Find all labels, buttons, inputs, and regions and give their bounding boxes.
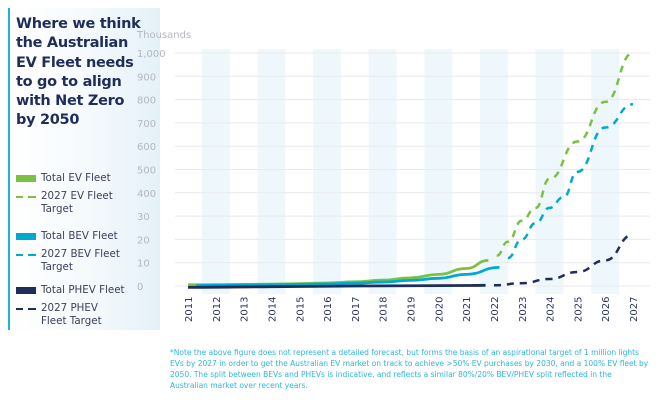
legend-dash-swatch [16,308,36,310]
legend-label: Total BEV Fleet [41,230,118,242]
x-tick-label: 2022 [490,297,501,322]
y-tick-label: 400 [137,189,156,200]
series-line-2027-ev-fleet-target [496,51,634,257]
series-line-2027-phev-fleet-target [493,233,634,287]
legend-item: Total PHEV Fleet [16,284,125,297]
x-tick-label: 2013 [240,297,251,322]
legend-item: 2027 EV Fleet Target [16,190,121,216]
y-tick-label: 800 [137,96,156,107]
legend-item: 2027 PHEV Fleet Target [16,302,121,328]
legend-item: Total BEV Fleet [16,230,118,243]
y-tick-label: 600 [137,142,156,153]
x-tick-label: 2024 [546,297,557,322]
legend-panel [8,8,160,330]
x-tick-label: 2020 [434,297,445,322]
grid-band [368,49,397,294]
grid-band [201,49,230,294]
legend-item: 2027 BEV Fleet Target [16,248,121,274]
y-tick-label: 20 [137,235,150,246]
chart: 0 10 20 30 400 500 600 700 800 900 1,000 Thousands 2… [136,30,650,322]
y-tick-label: 0 [137,282,143,293]
legend-dash-swatch [16,196,36,198]
legend-swatch [16,233,36,240]
y-tick-label: 1,000 [137,49,166,60]
y-tick-label: 500 [137,166,156,177]
series-line-2027-bev-fleet-target [507,103,634,260]
grid-band [424,49,453,294]
series-line-total-bev-fleet [196,265,500,287]
x-tick-label: 2019 [407,297,418,322]
legend-label: Total EV Fleet [41,172,111,184]
chart-title: Where we think the Australian EV Fleet n… [16,16,141,129]
x-tick-label: 2023 [518,297,529,322]
y-tick-label: 900 [137,72,156,83]
legend-item: Total EV Fleet [16,172,111,185]
x-tick-label: 2025 [573,297,584,322]
legend-label: 2027 BEV Fleet Target [41,248,120,273]
legend-dash-swatch [16,254,36,256]
footnote: *Note the above figure does not represen… [170,348,649,390]
series-line-total-phev-fleet [187,283,486,289]
x-tick-label: 2018 [379,297,390,322]
legend-label: Total PHEV Fleet [41,284,125,296]
x-tick-label: 2011 [184,297,195,322]
x-tick-label: 2026 [601,297,612,322]
legend-swatch [16,287,36,294]
y-tick-label: 30 [137,212,150,223]
x-tick-label: 2012 [212,297,223,322]
legend-label: 2027 PHEV Fleet Target [41,302,102,327]
x-tick-label: 2015 [295,297,306,322]
x-tick-label: 2021 [462,297,473,322]
legend-label: 2027 EV Fleet Target [41,190,113,215]
x-tick-label: 2017 [351,297,362,322]
y-tick-label: 10 [137,259,150,270]
x-tick-label: 2016 [323,297,334,322]
y-tick-label: 700 [137,119,156,130]
grid-band [313,49,342,294]
x-tick-label: 2014 [267,297,278,322]
legend-swatch [16,175,36,182]
x-tick-label: 2027 [629,297,640,322]
grid-band [535,49,564,294]
grid-band [591,49,620,294]
grid-band [479,49,508,294]
grid-band [257,49,286,294]
y-axis-label: Thousands [136,30,191,41]
